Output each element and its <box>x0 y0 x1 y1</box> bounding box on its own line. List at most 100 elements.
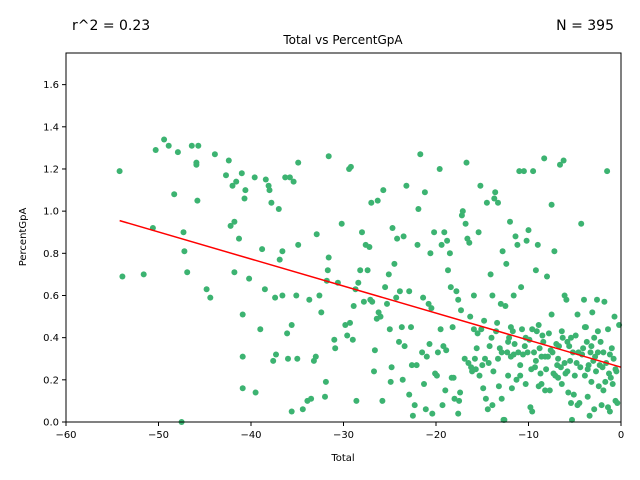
data-point <box>188 142 195 149</box>
data-point <box>284 330 291 337</box>
data-point <box>487 271 494 278</box>
x-axis-ticks: −60 −50 −40 −30 −20 −10 0 <box>55 422 624 441</box>
y-axis-label: PercentGpA <box>18 208 29 267</box>
data-point <box>503 260 510 267</box>
data-point <box>607 374 614 381</box>
data-point <box>415 206 422 212</box>
regression-line <box>119 219 622 368</box>
data-point <box>497 300 504 307</box>
data-point <box>591 406 598 413</box>
data-point <box>313 231 320 238</box>
data-point <box>391 260 398 267</box>
data-point <box>532 357 539 364</box>
data-point <box>480 385 487 392</box>
data-point <box>152 147 159 153</box>
data-point <box>495 199 501 206</box>
data-point <box>225 157 232 164</box>
data-point <box>394 235 401 242</box>
data-point <box>116 168 123 175</box>
data-point <box>605 404 611 411</box>
data-point <box>366 244 373 250</box>
data-point <box>324 267 331 274</box>
data-point <box>268 199 275 206</box>
data-point <box>557 364 564 371</box>
data-point <box>574 311 581 318</box>
data-point <box>479 362 486 369</box>
data-point <box>608 345 615 352</box>
data-point <box>262 176 269 183</box>
data-point <box>598 402 605 409</box>
data-point <box>161 136 168 143</box>
x-tick-label: −10 <box>518 430 539 441</box>
data-point <box>490 368 497 375</box>
data-point <box>349 336 356 343</box>
data-point <box>241 195 248 202</box>
data-point <box>455 410 462 417</box>
data-point <box>529 408 536 415</box>
data-point <box>581 372 588 379</box>
data-point <box>246 275 253 282</box>
data-point <box>422 406 429 413</box>
data-point <box>380 187 387 194</box>
data-point <box>558 328 565 335</box>
data-point <box>331 336 338 343</box>
data-point <box>290 178 297 185</box>
data-point <box>140 271 147 278</box>
data-point <box>458 307 464 314</box>
data-point <box>470 292 477 299</box>
data-point <box>364 267 371 274</box>
data-point <box>578 220 585 227</box>
data-point <box>542 387 549 394</box>
data-point <box>441 229 448 236</box>
data-point <box>477 182 484 189</box>
data-point <box>239 353 246 360</box>
data-point <box>195 142 202 149</box>
data-point <box>399 376 406 383</box>
data-point <box>491 195 498 202</box>
data-point <box>548 201 555 208</box>
data-point <box>171 191 178 198</box>
data-point <box>446 250 453 257</box>
data-point <box>482 395 489 402</box>
data-point <box>474 330 481 337</box>
data-point <box>530 168 537 175</box>
data-point <box>211 151 218 158</box>
data-point <box>475 229 482 236</box>
data-point <box>272 294 279 301</box>
data-point <box>455 296 462 303</box>
data-point <box>332 345 339 352</box>
data-point <box>609 381 616 387</box>
data-point <box>558 381 565 387</box>
data-point <box>433 372 440 379</box>
data-point <box>489 292 496 299</box>
data-point <box>557 161 563 168</box>
data-point <box>541 155 548 162</box>
data-point <box>388 364 395 371</box>
data-point <box>207 294 214 301</box>
data-point <box>594 349 601 356</box>
data-point <box>322 378 329 385</box>
data-point <box>499 248 506 255</box>
data-point <box>595 383 602 390</box>
data-point <box>584 393 591 400</box>
data-point <box>398 324 405 331</box>
data-point <box>203 286 210 293</box>
data-point <box>459 208 466 215</box>
data-point <box>450 374 457 381</box>
data-point <box>426 341 433 347</box>
data-point <box>295 241 302 248</box>
data-point <box>293 292 300 299</box>
data-point <box>439 402 446 409</box>
data-point <box>533 328 540 335</box>
data-point <box>193 161 200 168</box>
data-point <box>231 218 238 225</box>
data-point <box>488 334 495 341</box>
data-point <box>555 374 562 381</box>
data-point <box>401 343 408 350</box>
data-point <box>510 351 517 358</box>
data-point <box>239 311 246 318</box>
data-point <box>605 326 611 333</box>
data-point <box>545 330 552 337</box>
data-point <box>564 368 571 375</box>
